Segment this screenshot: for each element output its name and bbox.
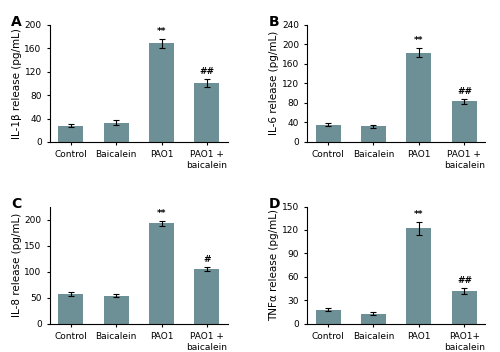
Bar: [194, 83, 220, 142]
Text: ##: ##: [457, 276, 472, 285]
Bar: [406, 52, 432, 142]
Text: A: A: [11, 15, 22, 29]
Text: **: **: [414, 210, 424, 219]
Bar: [452, 101, 477, 142]
Text: #: #: [203, 255, 210, 264]
Bar: [452, 291, 477, 324]
Bar: [104, 296, 128, 324]
Text: **: **: [157, 209, 166, 218]
Bar: [149, 43, 174, 142]
Text: C: C: [11, 197, 21, 211]
Bar: [361, 314, 386, 324]
Text: ##: ##: [457, 87, 472, 96]
Y-axis label: IL-1β release (pg/mL): IL-1β release (pg/mL): [12, 28, 22, 139]
Text: B: B: [268, 15, 279, 29]
Bar: [58, 126, 83, 142]
Text: **: **: [414, 36, 424, 45]
Text: D: D: [268, 197, 280, 211]
Bar: [104, 122, 128, 142]
Bar: [406, 228, 432, 324]
Text: ##: ##: [200, 67, 214, 76]
Bar: [316, 125, 340, 142]
Bar: [361, 126, 386, 142]
Text: **: **: [157, 27, 166, 36]
Bar: [149, 223, 174, 324]
Y-axis label: IL-8 release (pg/mL): IL-8 release (pg/mL): [12, 213, 22, 317]
Y-axis label: TNFα release (pg/mL): TNFα release (pg/mL): [269, 209, 279, 321]
Y-axis label: IL-6 release (pg/mL): IL-6 release (pg/mL): [269, 31, 279, 136]
Bar: [58, 294, 83, 324]
Bar: [194, 269, 220, 324]
Bar: [316, 310, 340, 324]
